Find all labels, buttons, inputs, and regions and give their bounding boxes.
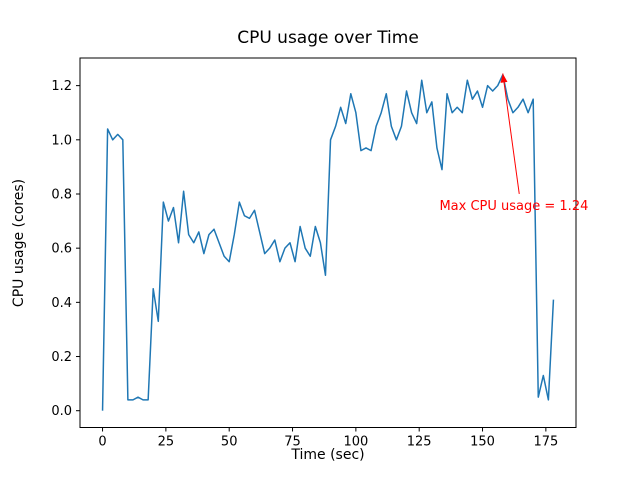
axes-frame — [79, 57, 577, 428]
x-tick-label: 50 — [221, 435, 238, 450]
y-axis-label: CPU usage (cores) — [11, 178, 27, 308]
y-tick-label: 0.0 — [51, 404, 72, 419]
chart-title: CPU usage over Time — [237, 28, 419, 48]
y-tick-label: 1.2 — [51, 79, 72, 94]
max-annotation-arrowhead — [500, 73, 508, 83]
x-tick-label: 175 — [533, 435, 558, 450]
y-tick-label: 1.0 — [51, 133, 72, 148]
x-tick-label: 25 — [158, 435, 175, 450]
x-tick-label: 75 — [284, 435, 301, 450]
x-tick-label: 125 — [407, 435, 432, 450]
x-axis-label: Time (sec) — [291, 447, 365, 463]
y-tick-label: 0.4 — [51, 296, 72, 311]
y-tick-label: 0.6 — [51, 242, 72, 257]
y-tick-label: 0.2 — [51, 350, 72, 365]
cpu-usage-line — [101, 74, 555, 411]
y-axis-label-wrap: CPU usage (cores) — [8, 58, 30, 428]
x-tick-label: 0 — [98, 435, 106, 450]
max-annotation-arrow — [502, 73, 520, 195]
x-tick-label: 150 — [470, 435, 495, 450]
x-tick-label: 100 — [343, 435, 368, 450]
max-annotation-text: Max CPU usage = 1.24 — [439, 199, 588, 214]
y-tick-label: 0.8 — [51, 187, 72, 202]
